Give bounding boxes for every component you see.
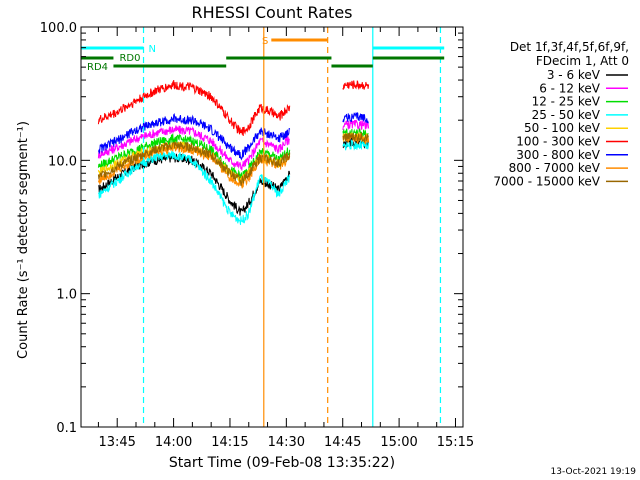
y-axis-label: Count Rate (s⁻¹ detector segment⁻¹) bbox=[16, 121, 31, 359]
plot-frame bbox=[80, 26, 464, 428]
state-markers: N S RD0 RD4 bbox=[81, 27, 445, 427]
x-axis-label: Start Time (09-Feb-08 13:35:22) bbox=[169, 455, 395, 471]
y-tick-label: 1.0 bbox=[56, 288, 77, 303]
legend-label: 300 - 800 keV bbox=[516, 148, 600, 162]
axes: 0.1 1.0 10.0 100.0 13:45 14:00 14:15 14:30 14:45… bbox=[40, 21, 474, 450]
chart-title: RHESSI Count Rates bbox=[192, 3, 353, 22]
y-tick-label: 0.1 bbox=[56, 421, 77, 436]
series-trace bbox=[97, 79, 370, 137]
series-trace bbox=[97, 139, 370, 225]
legend-label: 50 - 100 keV bbox=[524, 121, 601, 135]
state-bar-label: RD4 bbox=[87, 62, 108, 73]
x-tick-label: 15:00 bbox=[380, 435, 417, 450]
x-tick-label: 13:45 bbox=[98, 435, 135, 450]
x-tick-label: 14:15 bbox=[211, 435, 248, 450]
series-trace bbox=[97, 119, 370, 171]
footer-timestamp: 13-Oct-2021 19:19 bbox=[551, 467, 637, 477]
x-tick-label: 14:00 bbox=[155, 435, 192, 450]
y-tick-label: 10.0 bbox=[48, 154, 77, 169]
legend-label: 6 - 12 keV bbox=[539, 81, 601, 95]
legend-label: 7000 - 15000 keV bbox=[493, 174, 600, 188]
legend-label: 100 - 300 keV bbox=[516, 135, 600, 149]
state-bar-label: S bbox=[262, 36, 268, 47]
legend-header-line-2: FDecim 1, Att 0 bbox=[536, 54, 629, 68]
legend-header-line-1: Det 1f,3f,4f,5f,6f,9f, bbox=[510, 40, 629, 54]
series-trace bbox=[97, 112, 369, 161]
data-traces bbox=[97, 79, 370, 225]
y-tick-label: 100.0 bbox=[40, 21, 77, 36]
legend-label: 3 - 6 keV bbox=[547, 68, 601, 82]
series-trace bbox=[97, 132, 370, 187]
state-bar-label: RD0 bbox=[119, 53, 140, 64]
state-bar-label: N bbox=[149, 44, 156, 55]
x-tick-label: 15:15 bbox=[437, 435, 474, 450]
legend-label: 25 - 50 keV bbox=[532, 108, 601, 122]
x-tick-label: 14:30 bbox=[268, 435, 305, 450]
legend-label: 800 - 7000 keV bbox=[509, 161, 601, 175]
legend-header: Det 1f,3f,4f,5f,6f,9f, FDecim 1, Att 0 bbox=[510, 40, 629, 68]
x-tick-label: 14:45 bbox=[324, 435, 361, 450]
legend-label: 12 - 25 keV bbox=[532, 95, 601, 109]
